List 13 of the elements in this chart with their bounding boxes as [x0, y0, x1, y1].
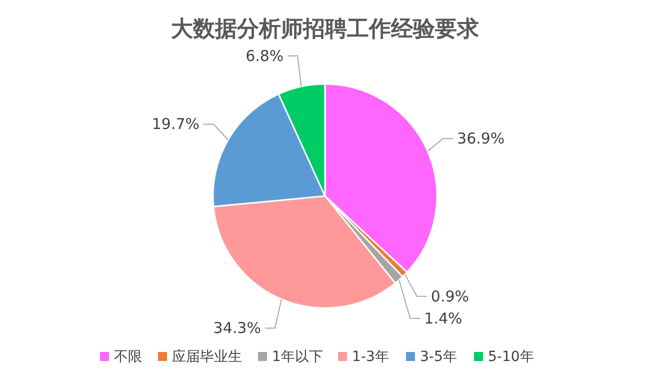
chart-title: 大数据分析师招聘工作经验要求: [171, 17, 480, 42]
data-label: 1.4%: [424, 309, 462, 328]
data-label: 36.9%: [457, 130, 505, 148]
legend-label: 3-5年: [420, 349, 457, 365]
data-label: 0.9%: [430, 287, 470, 306]
data-label: 6.8%: [246, 46, 284, 65]
legend-label: 不限: [114, 349, 142, 365]
data-label: 34.3%: [213, 319, 261, 338]
legend-label: 1年以下: [272, 349, 323, 365]
legend-label: 5-10年: [488, 349, 534, 365]
legend-label: 1-3年: [352, 349, 389, 365]
legend-label: 应届毕业生: [172, 349, 242, 365]
data-label: 19.7%: [152, 115, 200, 134]
